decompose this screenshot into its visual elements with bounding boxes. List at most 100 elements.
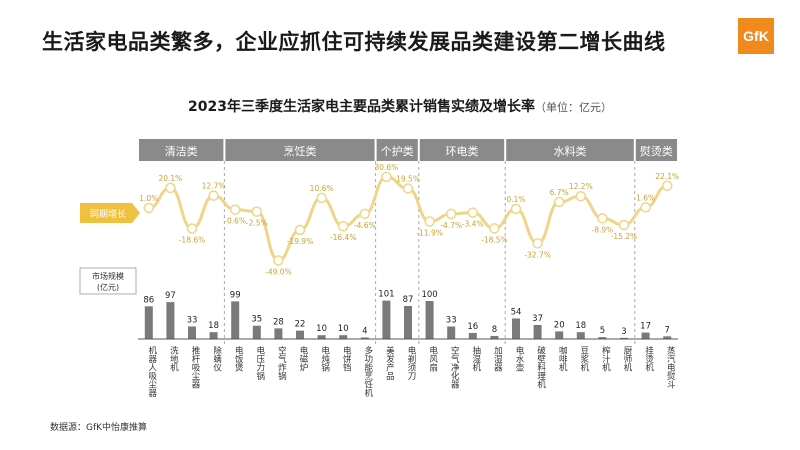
bar-value-label: 33: [187, 315, 198, 325]
bar: [360, 337, 369, 339]
bar: [555, 331, 564, 339]
category-label: 多功能烹饪机: [363, 345, 373, 398]
chart-unit: （单位：亿元）: [534, 101, 612, 114]
bar-value-label: 87: [403, 295, 414, 305]
bar-value-label: 18: [208, 321, 219, 331]
bar-value-label: 16: [467, 322, 478, 332]
bar: [274, 328, 283, 339]
category-label: 推杆吸尘器: [190, 345, 200, 389]
bar-value-label: 28: [273, 317, 284, 327]
bar: [490, 335, 499, 339]
category-label: 电饭煲: [233, 345, 243, 372]
group-header-3: [419, 139, 505, 161]
bar: [188, 326, 196, 339]
chart-title-text: 2023年三季度生活家电主要品类累计销售实绩及增长率: [188, 99, 535, 115]
growth-point: [337, 220, 349, 232]
bar-value-label: 3: [621, 327, 626, 337]
growth-value-label: 12.2%: [569, 182, 593, 191]
bar: [576, 332, 585, 339]
growth-value-label: 20.1%: [158, 174, 182, 183]
growth-point: [316, 192, 327, 204]
bar: [252, 325, 261, 339]
growth-value-label: -2.5%: [246, 219, 268, 228]
category-label: 挂烫机: [644, 345, 654, 372]
growth-point: [424, 216, 435, 227]
bar-value-label: 35: [251, 315, 262, 325]
growth-value-label: -18.6%: [179, 236, 206, 245]
bar-value-label: 33: [446, 315, 457, 325]
category-label: 抽湿机: [471, 345, 481, 372]
growth-point: [597, 213, 608, 224]
group-header-label: 水料类: [554, 144, 587, 158]
growth-point: [618, 219, 630, 231]
growth-value-label: 10.6%: [310, 184, 334, 193]
bar-value-label: 101: [378, 290, 394, 300]
group-header-label: 熨烫类: [640, 144, 673, 158]
bar: [382, 300, 391, 339]
growth-value-label: 19.5%: [396, 175, 420, 184]
bar-value-label: 37: [532, 314, 543, 324]
bar: [339, 335, 348, 339]
growth-value-label: -16.4%: [330, 233, 357, 242]
bar-value-label: 54: [511, 307, 522, 317]
growth-value-label: -3.4%: [462, 220, 484, 229]
growth-label-tag: [80, 203, 140, 223]
bar-value-label: 97: [165, 291, 176, 301]
bar-value-label: 4: [362, 326, 367, 336]
bar-value-label: 7: [664, 325, 669, 335]
bar: [468, 332, 477, 339]
bar-value-label: 22: [295, 320, 306, 330]
bar-value-label: 5: [600, 326, 605, 336]
category-label: 除螨仪: [212, 345, 222, 371]
category-label: 厨师机: [622, 346, 632, 372]
growth-point: [251, 206, 263, 217]
bar: [620, 337, 628, 339]
bar-value-label: 86: [143, 295, 154, 305]
category-label: 机器人吸尘器: [147, 345, 157, 398]
growth-value-label: 30.6%: [374, 163, 398, 172]
bar: [512, 318, 520, 339]
bar: [231, 301, 240, 339]
group-header-1: [225, 139, 375, 161]
category-label: 电水壶: [514, 345, 524, 371]
chart-title: 2023年三季度生活家电主要品类累计销售实绩及增长率（单位：亿元）: [0, 96, 800, 116]
group-header-label: 个护类: [381, 144, 414, 158]
bar: [598, 337, 607, 339]
category-label: 榨汁机: [600, 345, 610, 372]
bar-value-label: 99: [230, 290, 241, 300]
group-header-label: 烹饪类: [284, 144, 317, 158]
growth-value-label: -0.6%: [224, 217, 246, 226]
growth-point: [489, 223, 500, 234]
growth-point: [402, 183, 414, 194]
bar-value-label: 17: [640, 322, 651, 332]
bar-value-label: 100: [421, 290, 437, 300]
group-header-4: [506, 139, 634, 161]
category-label: 破壁料理机: [536, 345, 546, 389]
bar: [296, 330, 304, 339]
category-label: 豆浆机: [579, 346, 589, 372]
gfk-logo: GfK: [738, 18, 774, 54]
bar: [404, 305, 412, 339]
category-label: 蒸汽电熨斗: [665, 345, 675, 388]
category-label: 电压力锅: [255, 345, 265, 381]
category-label: 洗地机: [168, 345, 178, 372]
growth-value-label: 6.7%: [550, 188, 569, 197]
group-header-0: [139, 139, 224, 161]
bar: [425, 301, 434, 339]
growth-point: [143, 202, 155, 214]
headline: 生活家电品类繁多，企业应抓住可持续发展品类建设第二增长曲线: [42, 30, 666, 54]
growth-point: [510, 203, 522, 215]
growth-value-label: -4.6%: [354, 221, 376, 230]
growth-point: [273, 255, 284, 266]
category-label: 空气净化器: [449, 345, 459, 389]
growth-point: [294, 224, 306, 236]
bar-value-label: 10: [338, 324, 349, 334]
market-size-label-box: [79, 267, 137, 295]
growth-point: [381, 171, 392, 183]
category-label: 电磁炉: [298, 345, 308, 372]
bar: [317, 335, 326, 339]
market-size-unit: (亿元): [97, 282, 119, 292]
growth-point: [661, 180, 673, 192]
growth-point: [467, 207, 479, 218]
growth-value-label: -11.9%: [416, 228, 443, 237]
